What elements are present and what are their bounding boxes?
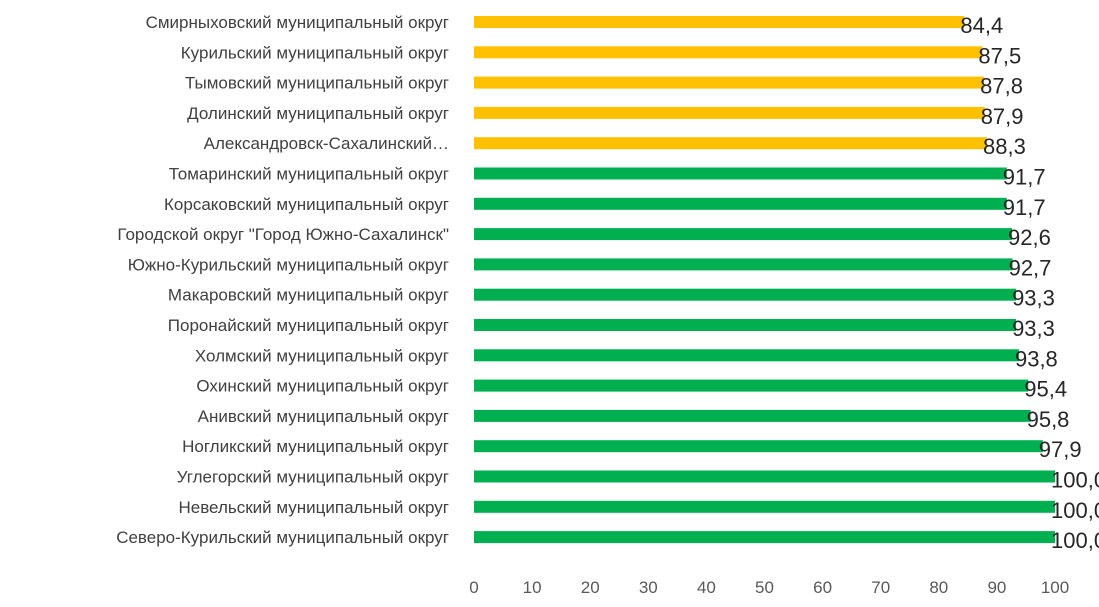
bar: [474, 76, 985, 89]
data-label: 93,3: [1012, 286, 1055, 311]
data-label: 95,8: [1027, 407, 1070, 432]
bar: [474, 440, 1043, 453]
x-tick-label: 100: [1041, 578, 1069, 597]
category-label: Ногликский муниципальный округ: [182, 437, 449, 456]
bar: [474, 258, 1013, 271]
data-label: 84,4: [960, 13, 1003, 38]
category-label: Углегорский муниципальный округ: [177, 468, 449, 487]
bar: [474, 167, 1007, 180]
value-labels: 84,4 87,5 87,8 87,9 88,3 91,7 91,7 92,6 92,7 93,3…: [960, 13, 1099, 553]
category-label: Холмский муниципальный округ: [195, 346, 449, 365]
bar: [474, 409, 1031, 422]
category-label: Южно-Курильский муниципальный округ: [128, 255, 449, 274]
x-axis-tick-labels: 0 10 20 30 40 50 60 70 80 90 100: [469, 578, 1069, 597]
data-label: 93,8: [1015, 346, 1058, 371]
category-label: Смирныховский муниципальный округ: [146, 13, 449, 32]
data-label: 87,9: [981, 104, 1024, 129]
category-label: Александровск-Сахалинский…: [204, 134, 449, 153]
bar: [474, 228, 1013, 241]
bar: [474, 197, 1007, 210]
bar: [474, 137, 988, 150]
data-label: 100,0: [1051, 528, 1099, 553]
category-label: Курильский муниципальный округ: [181, 43, 449, 62]
category-label: Долинский муниципальный округ: [187, 104, 449, 123]
bar: [474, 106, 985, 119]
data-label: 88,3: [983, 134, 1026, 159]
category-label: Невельский муниципальный округ: [178, 498, 449, 517]
bar: [474, 349, 1019, 362]
data-label: 92,7: [1009, 255, 1052, 280]
category-label: Макаровский муниципальный округ: [168, 286, 449, 305]
x-tick-label: 70: [871, 578, 890, 597]
data-label: 95,4: [1024, 377, 1067, 402]
category-label: Корсаковский муниципальный округ: [164, 195, 449, 214]
x-tick-label: 20: [581, 578, 600, 597]
category-labels: Смирныховский муниципальный округ Курильс…: [116, 13, 449, 547]
data-label: 92,6: [1008, 225, 1051, 250]
data-label: 93,3: [1012, 316, 1055, 341]
data-label: 91,7: [1003, 165, 1046, 190]
x-tick-label: 90: [987, 578, 1006, 597]
data-label: 91,7: [1003, 195, 1046, 220]
bar: [474, 319, 1017, 331]
bars: [474, 16, 1055, 544]
x-tick-label: 0: [469, 578, 478, 597]
bar: [474, 531, 1055, 544]
category-label: Тымовский муниципальный округ: [185, 74, 449, 93]
x-tick-label: 10: [523, 578, 542, 597]
data-label: 97,9: [1039, 437, 1082, 462]
bar: [474, 46, 983, 59]
category-label: Анивский муниципальный округ: [198, 407, 449, 426]
category-label: Поронайский муниципальный округ: [168, 316, 449, 335]
bar: [474, 379, 1029, 392]
data-label: 87,5: [978, 43, 1021, 68]
data-label: 87,8: [980, 74, 1023, 99]
x-tick-label: 40: [697, 578, 716, 597]
bar: [474, 16, 965, 28]
bar: [474, 288, 1017, 301]
bar: [474, 470, 1055, 483]
category-label: Северо-Курильский муниципальный округ: [116, 528, 449, 547]
x-tick-label: 30: [639, 578, 658, 597]
category-label: Городской округ "Город Южно-Сахалинск": [117, 225, 449, 244]
x-tick-label: 80: [929, 578, 948, 597]
category-label: Томаринский муниципальный округ: [169, 165, 449, 184]
x-tick-label: 60: [813, 578, 832, 597]
x-tick-label: 50: [755, 578, 774, 597]
data-label: 100,0: [1051, 498, 1099, 523]
category-label: Охинский муниципальный округ: [196, 377, 449, 396]
bar: [474, 500, 1055, 513]
data-label: 100,0: [1051, 468, 1099, 493]
